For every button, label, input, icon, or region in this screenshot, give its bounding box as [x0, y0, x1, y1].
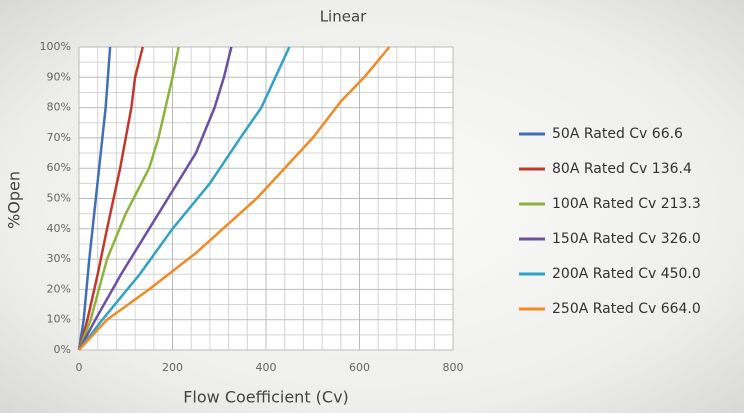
y-tick-label: 60%: [47, 161, 71, 174]
x-tick-label: 800: [443, 361, 464, 374]
y-tick-label: 20%: [47, 282, 71, 295]
x-tick-label: 200: [162, 361, 183, 374]
x-axis-label: Flow Coefficient (Cv): [183, 388, 349, 407]
series-line: [77, 46, 112, 351]
y-tick-label: 100%: [40, 40, 71, 53]
y-tick-label: 40%: [47, 222, 71, 235]
series-line: [77, 46, 180, 351]
legend-label: 50A Rated Cv 66.6: [552, 126, 683, 142]
x-tick-label: 0: [76, 361, 83, 374]
legend-label: 150A Rated Cv 326.0: [552, 231, 701, 247]
y-tick-label: 70%: [47, 131, 71, 144]
legend-label: 200A Rated Cv 450.0: [552, 266, 701, 282]
y-tick-label: 90%: [47, 70, 71, 83]
series-line: [77, 46, 233, 351]
y-tick-label: 50%: [47, 192, 71, 205]
chart-title: Linear: [320, 8, 367, 26]
x-tick-label: 400: [256, 361, 277, 374]
legend-label: 250A Rated Cv 664.0: [552, 301, 701, 317]
series-line: [77, 46, 144, 351]
x-tick-label: 600: [349, 361, 370, 374]
legend-label: 80A Rated Cv 136.4: [552, 161, 692, 177]
y-tick-label: 80%: [47, 101, 71, 114]
series-line: [78, 46, 391, 351]
legend-label: 100A Rated Cv 213.3: [552, 196, 701, 212]
y-tick-label: 30%: [47, 252, 71, 265]
y-tick-label: 10%: [47, 313, 71, 326]
y-axis-label: %Open: [5, 171, 24, 229]
y-tick-label: 0%: [54, 343, 71, 356]
series-line: [78, 46, 291, 351]
